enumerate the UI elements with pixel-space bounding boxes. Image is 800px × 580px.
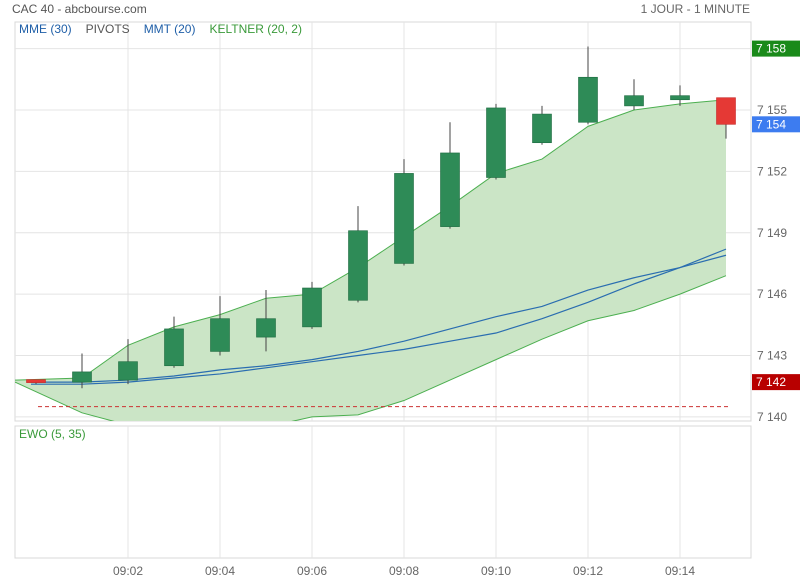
candle — [670, 85, 690, 106]
candle-body — [348, 230, 368, 301]
candle — [72, 353, 92, 389]
candle — [256, 290, 276, 352]
indicator-label[interactable]: PIVOTS — [86, 22, 130, 36]
candle — [532, 105, 552, 145]
keltner-upper-line — [15, 99, 727, 381]
chart-title: CAC 40 - abcbourse.com — [12, 2, 147, 16]
candle-body — [670, 95, 690, 101]
candle-body — [578, 76, 598, 123]
candle-body — [486, 107, 506, 178]
x-tick-label: 09:14 — [665, 564, 695, 578]
chart-period[interactable]: 1 JOUR - 1 MINUTE — [640, 2, 750, 16]
candle-body — [210, 318, 230, 352]
candle-body — [26, 379, 46, 383]
ewo-label[interactable]: EWO (5, 35) — [19, 427, 86, 441]
price-tag-last — [752, 116, 800, 133]
candle — [486, 103, 506, 180]
price-tag-label: 7 154 — [756, 117, 786, 131]
y-tick-label: 7 140 — [757, 410, 787, 424]
indicator-label[interactable]: MME (30) — [19, 22, 72, 36]
candle-body — [72, 371, 92, 383]
x-tick-label: 09:02 — [113, 564, 143, 578]
candle-body — [624, 95, 644, 107]
y-tick-label: 7 149 — [757, 226, 787, 240]
moving-average-line — [31, 254, 727, 383]
candle — [716, 97, 736, 139]
candle — [578, 46, 598, 125]
candle-body — [118, 361, 138, 381]
price-panel-frame — [14, 21, 752, 422]
candle — [164, 316, 184, 368]
keltner-band — [15, 99, 726, 421]
candle — [26, 379, 46, 385]
price-tag-label: 7 142 — [756, 375, 786, 389]
candle — [394, 159, 414, 266]
candle — [302, 281, 322, 329]
candle — [440, 122, 460, 229]
candle-body — [716, 97, 736, 125]
y-tick-label: 7 155 — [757, 103, 787, 117]
price-tag-high — [752, 40, 800, 57]
candle-body — [532, 113, 552, 144]
candle — [210, 296, 230, 356]
ewo-panel-frame — [14, 425, 752, 559]
y-tick-label: 7 152 — [757, 164, 787, 178]
price-tag-low — [752, 374, 800, 391]
x-tick-label: 09:06 — [297, 564, 327, 578]
y-tick-label: 7 143 — [757, 349, 787, 363]
candle — [118, 339, 138, 385]
candle-body — [164, 328, 184, 367]
candle — [348, 206, 368, 303]
x-tick-label: 09:08 — [389, 564, 419, 578]
candle-body — [394, 173, 414, 264]
x-tick-label: 09:04 — [205, 564, 235, 578]
x-tick-label: 09:10 — [481, 564, 511, 578]
plot-area — [15, 46, 736, 421]
keltner-lower-line — [15, 275, 727, 421]
moving-average-line — [31, 248, 727, 385]
candle — [624, 79, 644, 110]
indicator-label[interactable]: KELTNER (20, 2) — [209, 22, 301, 36]
y-tick-label: 7 146 — [757, 287, 787, 301]
candle-body — [302, 287, 322, 328]
candle-body — [440, 152, 460, 227]
indicator-label[interactable]: MMT (20) — [144, 22, 196, 36]
price-tag-label: 7 158 — [756, 42, 786, 56]
x-tick-label: 09:12 — [573, 564, 603, 578]
candle-body — [256, 318, 276, 338]
